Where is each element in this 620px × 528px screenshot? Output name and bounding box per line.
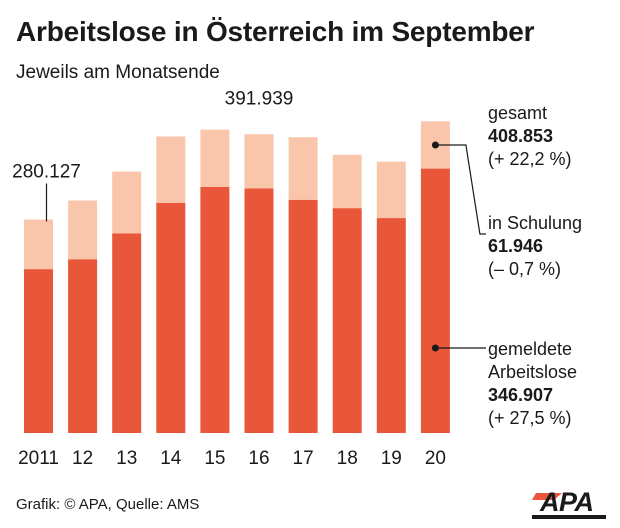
- data-label-2011: 280.127: [12, 161, 81, 182]
- x-tick-label: 17: [293, 448, 314, 469]
- apa-logo-accent: [532, 493, 562, 500]
- bar-training-13: [112, 171, 142, 234]
- bar-registered-17: [288, 199, 318, 433]
- bar-training-18: [332, 154, 362, 209]
- annotation-training: in Schulung 61.946 (– 0,7 %): [488, 212, 582, 281]
- annotation-training-label: in Schulung: [488, 213, 583, 233]
- bar-training-16: [244, 134, 274, 189]
- bar-registered-12: [68, 259, 98, 433]
- bar-training-17: [288, 137, 318, 200]
- bar-training-15: [200, 129, 230, 187]
- bar-registered-19: [376, 218, 406, 433]
- annotation-total-label: gesamt: [488, 103, 548, 123]
- annotation-registered: gemeldete Arbeitslose 346.907 (+ 27,5 %): [488, 338, 577, 430]
- x-tick-label: 2011: [18, 448, 59, 469]
- bar-registered-15: [200, 186, 230, 433]
- bar-training-12: [68, 200, 98, 260]
- x-tick-label: 16: [248, 448, 269, 469]
- bar-registered-18: [332, 208, 362, 433]
- apa-logo-bar: [532, 515, 606, 519]
- chart-subtitle: Jeweils am Monatsende: [16, 62, 220, 83]
- bar-training-2011: [24, 219, 53, 270]
- training-leader: [435, 144, 486, 235]
- annotation-registered-label-1: gemeldete: [488, 339, 573, 359]
- x-tick-label: 18: [337, 448, 358, 469]
- bar-training-19: [376, 161, 406, 219]
- apa-logo: [532, 493, 606, 519]
- annotation-registered-value: 346.907: [488, 385, 554, 405]
- bar-registered-16: [244, 188, 274, 433]
- bar-registered-2011: [24, 269, 53, 433]
- annotation-total-value: 408.853: [488, 126, 554, 146]
- x-tick-label: 19: [381, 448, 402, 469]
- bar-registered-13: [112, 233, 142, 433]
- annotation-registered-label-2: Arbeitslose: [488, 362, 578, 382]
- chart-title: Arbeitslose in Österreich im September: [16, 16, 535, 47]
- annotation-total: gesamt 408.853 (+ 22,2 %): [488, 102, 572, 171]
- annotation-registered-change: (+ 27,5 %): [488, 408, 572, 428]
- bar-registered-14: [156, 202, 186, 433]
- bar-training-14: [156, 136, 186, 203]
- annotation-training-change: (– 0,7 %): [488, 259, 562, 279]
- x-tick-label: 13: [116, 448, 137, 469]
- annotation-training-value: 61.946: [488, 236, 544, 256]
- x-tick-label: 14: [160, 448, 182, 469]
- apa-logo-text: APA: [540, 487, 594, 517]
- data-label-16: 391.939: [225, 88, 294, 109]
- source-footer: Grafik: © APA, Quelle: AMS: [16, 496, 200, 513]
- x-tick-label: 20: [425, 448, 446, 469]
- x-tick-label: 15: [204, 448, 225, 469]
- annotation-total-change: (+ 22,2 %): [488, 149, 572, 169]
- bar-registered-20: [420, 168, 450, 433]
- total-leader-spacer: [421, 117, 472, 121]
- x-tick-label: 12: [72, 448, 93, 469]
